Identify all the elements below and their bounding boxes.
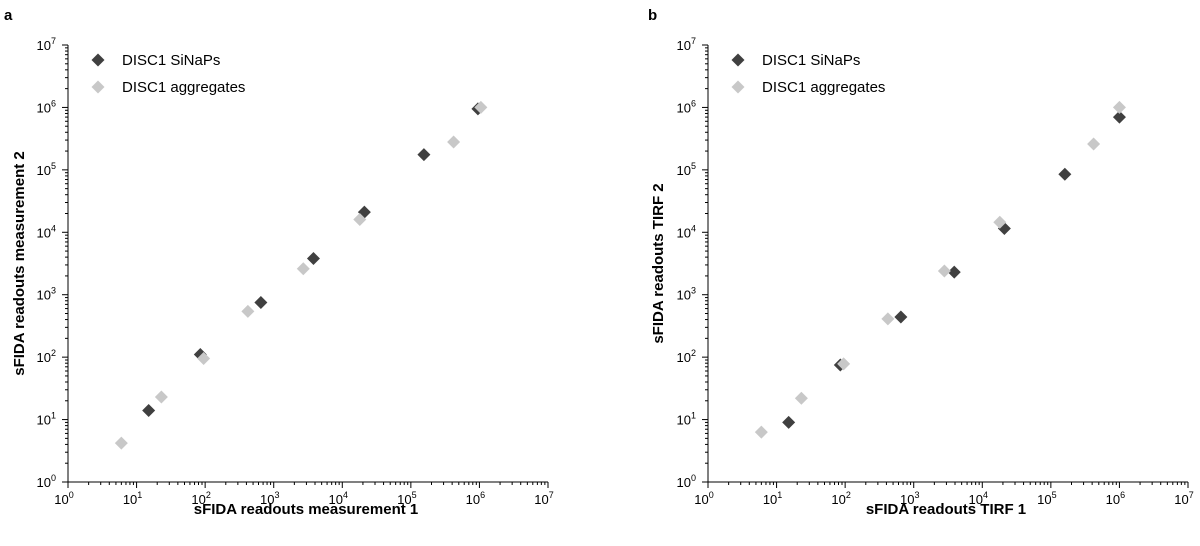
chart-panel-a: a 100 101 102 103 104 105 106 107 100 101 102 103 104… bbox=[4, 7, 554, 518]
x-tick-label: 101 bbox=[763, 490, 782, 507]
x-tick-label: 104 bbox=[969, 490, 988, 507]
legend-label: DISC1 SiNaPs bbox=[762, 52, 860, 69]
panel-label: a bbox=[4, 7, 13, 24]
data-point-aggregates bbox=[881, 312, 895, 326]
legend-marker bbox=[731, 80, 745, 94]
y-tick-label: 102 bbox=[677, 348, 696, 365]
legend-marker bbox=[731, 53, 745, 67]
y-tick-label: 107 bbox=[677, 36, 696, 53]
x-tick-label: 106 bbox=[1106, 490, 1125, 507]
x-axis-title: sFIDA readouts TIRF 1 bbox=[866, 501, 1026, 518]
y-tick-label: 104 bbox=[677, 223, 696, 240]
y-tick-label: 100 bbox=[37, 473, 56, 490]
x-tick-label: 107 bbox=[1174, 490, 1193, 507]
y-tick-label: 105 bbox=[677, 161, 696, 178]
legend-marker bbox=[91, 80, 105, 94]
data-point-aggregates bbox=[114, 436, 128, 450]
data-point-sinaps bbox=[254, 296, 268, 310]
data-point-aggregates bbox=[1087, 137, 1101, 151]
data-point-sinaps bbox=[142, 403, 156, 417]
x-tick-label: 101 bbox=[123, 490, 142, 507]
y-tick-label: 102 bbox=[37, 348, 56, 365]
y-tick-label: 101 bbox=[37, 411, 56, 428]
x-tick-label: 100 bbox=[694, 490, 713, 507]
x-tick-label: 105 bbox=[397, 490, 416, 507]
data-point-aggregates bbox=[197, 352, 211, 366]
data-point-sinaps bbox=[1112, 110, 1126, 124]
y-tick-label: 106 bbox=[37, 98, 56, 115]
data-point-aggregates bbox=[296, 262, 310, 276]
y-axis-title: sFIDA readouts measurement 2 bbox=[11, 151, 28, 376]
y-axis-title: sFIDA readouts TIRF 2 bbox=[650, 183, 667, 343]
data-point-aggregates bbox=[154, 390, 168, 404]
legend-label: DISC1 aggregates bbox=[122, 79, 245, 96]
data-point-sinaps bbox=[417, 148, 431, 162]
x-tick-label: 100 bbox=[54, 490, 73, 507]
legend-label: DISC1 SiNaPs bbox=[122, 52, 220, 69]
x-tick-label: 105 bbox=[1037, 490, 1056, 507]
x-tick-label: 107 bbox=[534, 490, 553, 507]
x-tick-label: 102 bbox=[191, 490, 210, 507]
panel-label: b bbox=[648, 7, 657, 24]
data-point-sinaps bbox=[894, 310, 908, 324]
data-point-aggregates bbox=[837, 357, 851, 371]
y-tick-label: 103 bbox=[677, 286, 696, 303]
y-tick-label: 103 bbox=[37, 286, 56, 303]
x-axis-title: sFIDA readouts measurement 1 bbox=[194, 501, 419, 518]
y-tick-label: 105 bbox=[37, 161, 56, 178]
y-tick-label: 107 bbox=[37, 36, 56, 53]
data-point-aggregates bbox=[794, 391, 808, 405]
data-point-aggregates bbox=[1112, 100, 1126, 114]
legend-marker bbox=[91, 53, 105, 67]
x-tick-label: 103 bbox=[900, 490, 919, 507]
chart-panel-b: b 100 101 102 103 104 105 106 107 100 101 102 103 104… bbox=[648, 7, 1194, 518]
data-point-aggregates bbox=[993, 215, 1007, 229]
x-tick-label: 103 bbox=[260, 490, 279, 507]
y-tick-label: 104 bbox=[37, 223, 56, 240]
x-tick-label: 106 bbox=[466, 490, 485, 507]
y-tick-label: 100 bbox=[677, 473, 696, 490]
legend-label: DISC1 aggregates bbox=[762, 79, 885, 96]
data-point-sinaps bbox=[782, 415, 796, 429]
data-point-aggregates bbox=[754, 425, 768, 439]
data-point-sinaps bbox=[306, 252, 320, 266]
data-point-sinaps bbox=[1058, 167, 1072, 181]
y-tick-label: 106 bbox=[677, 98, 696, 115]
data-point-aggregates bbox=[447, 135, 461, 149]
data-point-aggregates bbox=[474, 100, 488, 114]
data-point-sinaps bbox=[947, 265, 961, 279]
data-point-aggregates bbox=[353, 213, 367, 227]
data-point-aggregates bbox=[937, 264, 951, 278]
x-tick-label: 104 bbox=[329, 490, 348, 507]
x-tick-label: 102 bbox=[831, 490, 850, 507]
y-tick-label: 101 bbox=[677, 411, 696, 428]
data-point-aggregates bbox=[241, 304, 255, 318]
